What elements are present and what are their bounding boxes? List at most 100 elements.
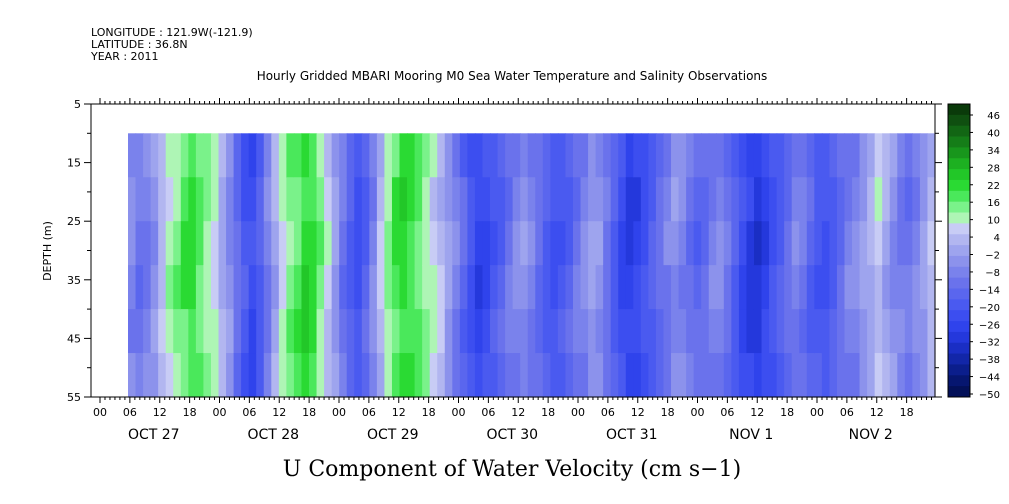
heatmap-cell	[490, 309, 499, 354]
heatmap-cell	[580, 353, 589, 398]
heatmap-cell	[286, 309, 295, 354]
heatmap-cell	[293, 309, 303, 354]
heatmap-cell	[143, 353, 152, 398]
heatmap-cell	[588, 309, 597, 354]
y-tick-label: 35	[67, 274, 81, 287]
heatmap-cell	[429, 221, 438, 266]
heatmap-cell	[746, 221, 755, 266]
heatmap-cell	[678, 177, 687, 222]
heatmap-cell	[701, 309, 710, 354]
heatmap-cell	[603, 221, 612, 266]
heatmap-cell	[490, 133, 499, 178]
heatmap-cell	[527, 221, 536, 266]
heatmap-cell	[625, 177, 634, 222]
x-hour-label: 12	[631, 406, 645, 419]
heatmap-cell	[769, 133, 778, 178]
heatmap-cell	[173, 133, 182, 178]
heatmap-cell	[761, 265, 770, 310]
x-hour-label: 12	[272, 406, 286, 419]
heatmap-cell	[836, 177, 846, 222]
heatmap-cell	[180, 177, 189, 222]
x-hour-label: 06	[123, 406, 137, 419]
heatmap-cell	[180, 353, 189, 398]
heatmap-cell	[746, 265, 755, 310]
colorbar-label: −44	[979, 373, 1000, 384]
heatmap-cell	[135, 309, 144, 354]
heatmap-cell	[210, 221, 220, 266]
heatmap-cell	[542, 133, 551, 178]
heatmap-cell	[316, 265, 325, 310]
x-hour-label: 00	[332, 406, 346, 419]
heatmap-cell	[535, 309, 544, 354]
heatmap-cell	[256, 221, 265, 266]
heatmap-cell	[384, 177, 393, 222]
heatmap-cell	[814, 177, 823, 222]
heatmap-cell	[452, 221, 461, 266]
heatmap-cell	[497, 221, 506, 266]
heatmap-cell	[912, 221, 921, 266]
heatmap-cell	[150, 177, 159, 222]
heatmap-cell	[158, 177, 167, 222]
heatmap-cell	[829, 309, 838, 354]
heatmap-cell	[671, 177, 680, 222]
heatmap-cell	[233, 177, 242, 222]
heatmap-cell	[226, 265, 235, 310]
heatmap-cell	[256, 309, 265, 354]
x-hour-label: 12	[870, 406, 884, 419]
heatmap-cell	[203, 309, 212, 354]
heatmap-cell	[836, 265, 846, 310]
heatmap-cell	[195, 177, 205, 222]
heatmap-cell	[557, 133, 567, 178]
heatmap-cell	[595, 353, 604, 398]
heatmap-cell	[309, 177, 318, 222]
heatmap-cell	[542, 353, 551, 398]
heatmap-cell	[836, 221, 846, 266]
heatmap-cell	[731, 353, 740, 398]
heatmap-cell	[369, 309, 378, 354]
heatmap-cell	[663, 221, 672, 266]
heatmap-cell	[663, 265, 672, 310]
heatmap-cell	[738, 221, 748, 266]
heatmap-cell	[173, 309, 182, 354]
heatmap-cell	[821, 221, 831, 266]
x-hour-label: 18	[900, 406, 914, 419]
heatmap-cell	[512, 177, 521, 222]
heatmap-cell	[852, 221, 861, 266]
y-tick-label: 15	[67, 157, 81, 170]
heatmap-cell	[226, 133, 235, 178]
heatmap-cell	[173, 177, 182, 222]
colorbar-label: −38	[979, 355, 1000, 366]
heatmap-cell	[874, 309, 883, 354]
heatmap-cell	[927, 177, 936, 222]
heatmap-cell	[331, 309, 340, 354]
heatmap-cell	[603, 265, 612, 310]
heatmap-cell	[693, 177, 702, 222]
heatmap-cell	[678, 221, 687, 266]
heatmap-cell	[618, 133, 627, 178]
heatmap-cell	[836, 309, 846, 354]
heatmap-cell	[882, 309, 891, 354]
heatmap-cell	[867, 265, 876, 310]
heatmap-cell	[791, 353, 800, 398]
heatmap-cell	[218, 177, 227, 222]
heatmap-cell	[588, 265, 597, 310]
heatmap-cell	[671, 309, 680, 354]
heatmap-cell	[648, 177, 657, 222]
heatmap-cell	[791, 309, 800, 354]
heatmap-cell	[218, 309, 227, 354]
heatmap-cell	[391, 133, 401, 178]
heatmap-cell	[633, 221, 642, 266]
heatmap-cell	[919, 133, 929, 178]
heatmap-cell	[535, 265, 544, 310]
heatmap-cell	[693, 265, 702, 310]
heatmap-cell	[588, 353, 597, 398]
heatmap-cell	[361, 177, 370, 222]
heatmap-cell	[505, 133, 514, 178]
heatmap-cell	[542, 177, 551, 222]
heatmap-cell	[233, 265, 242, 310]
colorbar-label: 28	[987, 163, 1000, 174]
heatmap-cell	[444, 265, 453, 310]
heatmap-cell	[882, 221, 891, 266]
heatmap-cell	[490, 221, 499, 266]
heatmap-cell	[376, 309, 386, 354]
